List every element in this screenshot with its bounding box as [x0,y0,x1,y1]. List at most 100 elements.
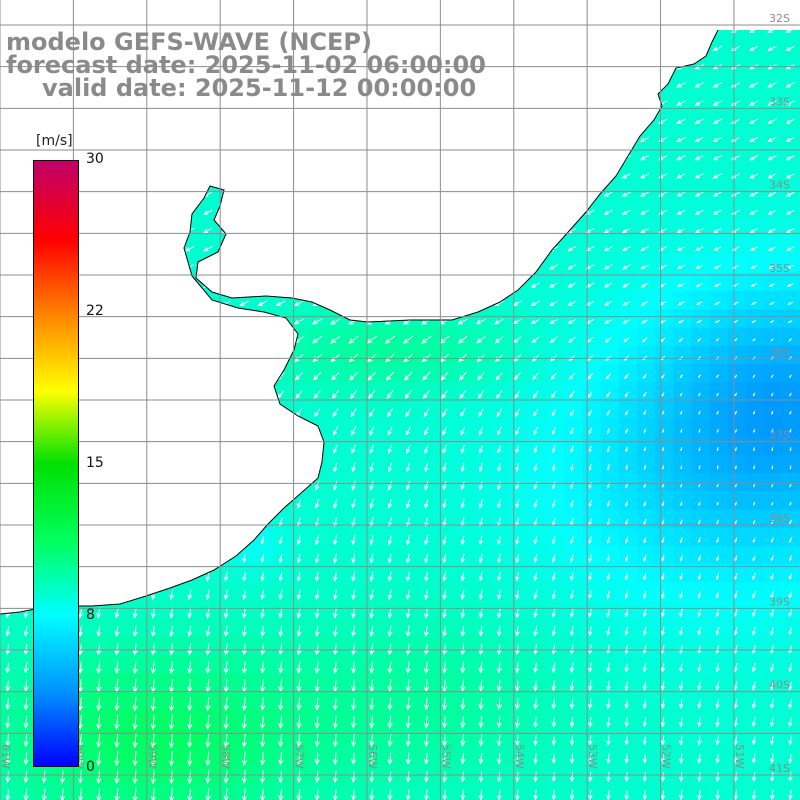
field-cell [600,400,620,420]
wind-arrow [716,374,720,379]
field-cell [655,655,674,674]
field-cell [418,709,438,729]
wind-arrow [570,554,574,563]
wind-arrow [205,643,211,656]
field-cell [582,236,602,256]
field-cell [600,418,620,438]
field-cell [582,491,602,511]
field-cell [127,673,147,693]
wind-arrow [679,680,684,691]
wind-arrow [23,625,29,637]
field-cell [491,364,511,383]
wind-arrow [460,607,466,619]
wind-arrow [515,753,520,765]
field-cell [546,764,565,784]
wind-arrow [694,191,704,197]
grid-labels: 61W60W59W58W57W56W55W54W53W52W51W32S33S3… [0,12,790,775]
field-cell [709,709,729,729]
field-cell [691,163,711,183]
wind-arrow [387,589,393,601]
wind-arrow [752,555,756,562]
wind-arrow [607,464,610,471]
field-cell [200,746,219,765]
field-cell [764,509,784,529]
field-cell [345,728,365,747]
wind-arrow [514,390,521,399]
field-cell [309,673,329,693]
wind-arrow [514,698,521,711]
wind-arrow [459,390,467,399]
wind-arrow [387,607,393,619]
wind-arrow [205,732,211,749]
field-cell [691,473,711,492]
wind-arrow [132,714,138,731]
wind-arrow [767,228,777,233]
wind-arrow [241,661,248,675]
wind-arrow [643,428,647,434]
wind-arrow [679,626,684,636]
wind-arrow [643,483,647,489]
wind-arrow [733,608,738,618]
field-cell [691,382,711,401]
field-cell [582,709,602,729]
wind-arrow [96,732,102,749]
field-cell [327,709,347,729]
field-cell [455,527,474,547]
lon-label: 54W [513,744,526,769]
wind-arrow [460,553,465,564]
wind-arrow [515,553,520,564]
wind-arrow [697,681,702,691]
field-cell [728,673,747,693]
field-cell [400,582,420,602]
field-cell [637,382,656,401]
wind-arrow [496,661,502,674]
wind-arrow [330,335,341,344]
field-cell [764,473,784,492]
wind-arrow [187,714,193,730]
wind-arrow [643,536,647,544]
field-cell [364,564,383,583]
field-cell [673,109,693,128]
wind-arrow [532,372,539,381]
field-cell [564,655,583,674]
field-cell [600,527,620,547]
wind-arrow [788,338,793,342]
wind-arrow [679,573,683,581]
field-cell [491,691,511,711]
field-cell [145,600,165,620]
field-cell [709,673,729,693]
wind-arrow [551,590,556,600]
wind-arrow [496,607,502,619]
wind-arrow [424,498,429,509]
field-cell [345,345,365,365]
field-cell [473,673,492,693]
field-cell [400,473,420,492]
field-cell [746,527,765,547]
field-cell [564,491,583,511]
wind-arrow [622,300,631,306]
wind-arrow [643,519,647,526]
wind-arrow [751,753,757,764]
field-cell [546,782,565,800]
wind-arrow [387,661,393,674]
field-cell [746,91,765,110]
field-cell [509,436,529,456]
field-cell [345,491,365,511]
wind-arrow [515,771,520,783]
wind-arrow [714,319,721,324]
wind-arrow [496,771,502,783]
wind-arrow [624,626,629,637]
wind-arrow [679,789,684,800]
wind-arrow [150,625,156,638]
wind-arrow [788,753,793,764]
wind-arrow [150,643,157,656]
field-cell [673,273,693,292]
field-cell [400,673,420,693]
field-cell [473,709,492,729]
field-cell [746,200,765,219]
field-cell [637,600,656,620]
wind-arrow [697,555,701,562]
field-cell [382,473,401,492]
wind-arrow [223,661,229,675]
wind-arrow [771,519,774,525]
